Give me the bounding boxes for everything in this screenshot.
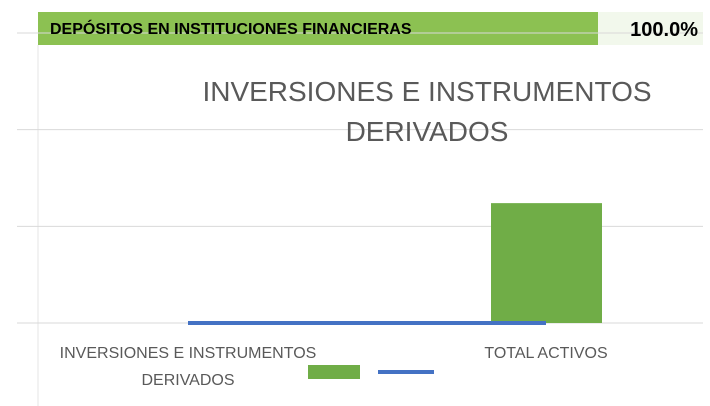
x-tick-label: TOTAL ACTIVOS	[484, 345, 608, 362]
bar	[491, 203, 602, 323]
legend-swatch	[308, 365, 360, 379]
header-bar	[38, 12, 598, 45]
header-value-box	[598, 12, 703, 45]
header-value: 100.0%	[630, 19, 698, 41]
x-tick-label: INVERSIONES E INSTRUMENTOS DERIVADOS	[59, 345, 317, 389]
chart-title: INVERSIONES E INSTRUMENTOS DERIVADOS	[202, 76, 652, 147]
header-title: DEPÓSITOS EN INSTITUCIONES FINANCIERAS	[50, 21, 412, 38]
